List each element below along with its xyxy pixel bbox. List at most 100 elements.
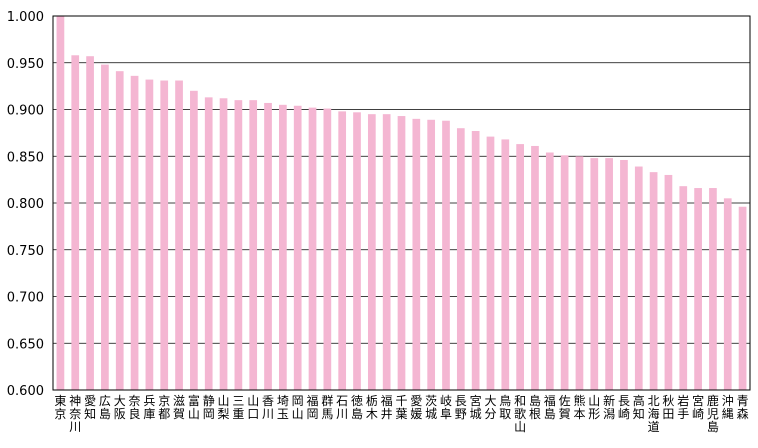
bar-沖縄: [723, 198, 732, 390]
bar-群馬: [323, 108, 332, 390]
x-tick-label: 岐阜: [440, 394, 452, 421]
bar-京都: [160, 80, 169, 390]
y-tick-label: 0.900: [7, 104, 44, 119]
x-tick-label: 岩手: [677, 393, 689, 421]
x-tick-label: 滋賀: [173, 394, 185, 421]
bar-静岡: [204, 97, 213, 390]
x-tick-label: 埼玉: [277, 394, 289, 421]
bar-神奈川: [71, 55, 80, 391]
x-tick-label: 島根: [529, 393, 541, 421]
bar-愛知: [86, 56, 94, 390]
x-tick-label: 長崎: [618, 394, 630, 421]
bar-茨城: [427, 119, 436, 390]
x-tick-label: 香川: [262, 394, 274, 421]
bar-佐賀: [560, 155, 569, 390]
plot-frame: [52, 15, 751, 391]
x-tick-label: 大分: [484, 394, 496, 421]
x-tick-label: 愛媛: [410, 394, 422, 421]
bar-滋賀: [175, 80, 183, 390]
x-tick-label: 熊本: [573, 393, 585, 421]
bar-富山: [190, 90, 198, 391]
x-tick-label: 高知: [633, 393, 645, 421]
x-tick-label: 宮城: [470, 393, 482, 421]
bar-宮城: [471, 131, 480, 390]
bar-三重: [234, 100, 243, 391]
x-tick-label: 徳島: [351, 393, 363, 421]
bar-大分: [486, 136, 495, 390]
x-tick-label: 秋田: [662, 394, 674, 421]
y-tick-label: 1.000: [7, 10, 44, 25]
bars: [56, 16, 747, 391]
bar-山形: [590, 158, 599, 390]
x-tick-label: 福井: [381, 393, 393, 421]
bar-栃木: [367, 114, 376, 391]
x-tick-label: 山口: [247, 394, 259, 421]
x-tick-label: 山形: [588, 394, 600, 421]
x-tick-label: 愛知: [84, 394, 96, 421]
bar-東京: [56, 16, 65, 390]
x-tick-label: 三重: [232, 394, 244, 421]
x-tick-label: 福島: [544, 393, 556, 421]
x-tick-label: 新潟: [603, 393, 615, 421]
x-tick-label: 鹿児島: [707, 393, 719, 434]
x-tick-label: 石川: [336, 394, 348, 421]
x-tick-label: 奈良: [129, 394, 141, 421]
bar-和歌山: [516, 144, 524, 390]
x-tick-label: 栃木: [366, 394, 378, 421]
x-tick-labels: 東京神奈川愛知広島大阪奈良兵庫京都滋賀富山静岡山梨三重山口香川埼玉岡山福岡群馬石…: [54, 393, 748, 434]
bar-香川: [264, 102, 272, 390]
bar-愛媛: [412, 118, 421, 390]
bar-広島: [101, 64, 109, 391]
x-tick-label: 広島: [99, 394, 111, 421]
y-tick-label: 0.600: [7, 384, 44, 399]
x-tick-label: 宮崎: [692, 393, 704, 421]
y-tick-label: 0.950: [7, 57, 44, 72]
bar-福島: [545, 152, 554, 390]
x-tick-label: 青森: [737, 394, 749, 421]
x-tick-label: 千葉: [395, 394, 407, 421]
x-tick-label: 長野: [455, 394, 467, 421]
bar-岡山: [293, 105, 302, 390]
bar-高知: [634, 166, 643, 390]
axes: [52, 15, 751, 391]
bar-埼玉: [279, 104, 287, 390]
y-tick-label: 0.650: [7, 337, 44, 352]
x-tick-label: 山梨: [218, 394, 230, 421]
bar-石川: [338, 111, 347, 391]
bar-福岡: [308, 107, 317, 390]
bar-長野: [456, 128, 465, 390]
y-tick-label: 0.700: [7, 291, 44, 306]
x-tick-label: 鳥取: [499, 393, 511, 421]
x-tick-label: 東京: [54, 394, 66, 421]
y-tick-label: 0.800: [7, 197, 44, 212]
bar-熊本: [575, 156, 584, 390]
bar-岐阜: [442, 120, 450, 390]
bar-鳥取: [501, 139, 510, 390]
bar-徳島: [353, 112, 361, 391]
bar-新潟: [605, 158, 613, 390]
x-tick-label: 佐賀: [559, 394, 571, 421]
bar-北海道: [649, 172, 658, 390]
x-tick-label: 茨城: [425, 394, 437, 421]
y-tick-labels: 0.600 0.650 0.700 0.750 0.800 0.850 0.900 0.950…: [7, 10, 44, 399]
x-tick-label: 岡山: [292, 394, 304, 421]
bar-山梨: [219, 98, 228, 390]
x-tick-label: 沖縄: [722, 394, 734, 421]
x-tick-label: 大阪: [114, 394, 126, 421]
bar-大阪: [115, 71, 124, 390]
x-tick-label: 和歌山: [514, 394, 526, 434]
x-tick-label: 静岡: [203, 394, 215, 421]
bar-青森: [738, 206, 747, 390]
x-tick-label: 京都: [158, 394, 170, 421]
bar-秋田: [664, 174, 673, 390]
bar-奈良: [130, 75, 139, 390]
x-tick-label: 福岡: [307, 393, 319, 421]
x-tick-label: 北海道: [648, 394, 660, 434]
bar-宮崎: [694, 188, 702, 390]
bar-千葉: [397, 116, 406, 391]
bar-兵庫: [145, 79, 154, 390]
y-tick-label: 0.750: [7, 244, 44, 259]
x-tick-label: 神奈川: [69, 394, 81, 434]
